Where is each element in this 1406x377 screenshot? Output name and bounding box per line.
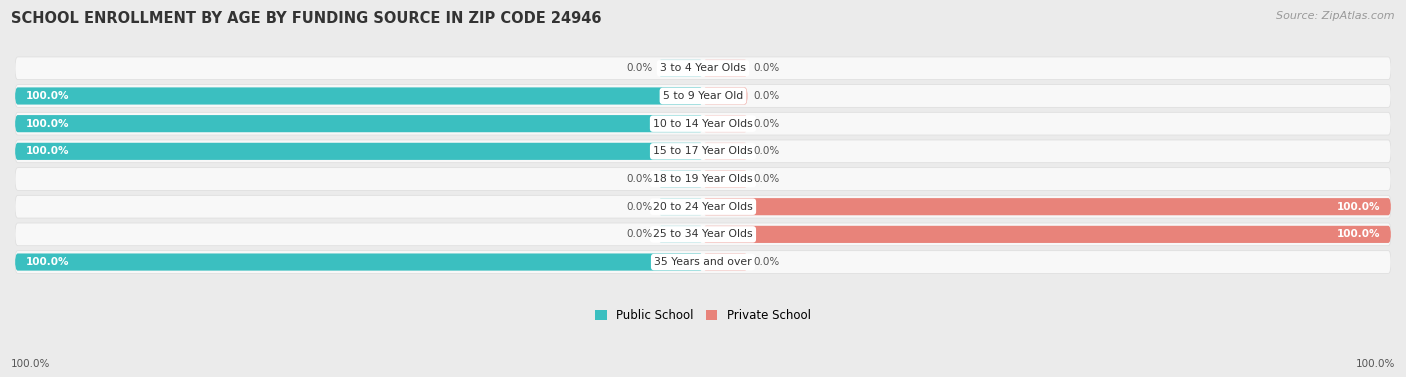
FancyBboxPatch shape — [15, 57, 1391, 80]
Text: 100.0%: 100.0% — [1355, 359, 1395, 369]
FancyBboxPatch shape — [15, 223, 1391, 246]
Text: 100.0%: 100.0% — [1337, 229, 1381, 239]
FancyBboxPatch shape — [658, 170, 703, 188]
Text: 100.0%: 100.0% — [25, 146, 69, 156]
Text: 0.0%: 0.0% — [754, 119, 779, 129]
Text: 18 to 19 Year Olds: 18 to 19 Year Olds — [654, 174, 752, 184]
Text: 100.0%: 100.0% — [25, 91, 69, 101]
Text: 0.0%: 0.0% — [754, 146, 779, 156]
Text: Source: ZipAtlas.com: Source: ZipAtlas.com — [1277, 11, 1395, 21]
Text: SCHOOL ENROLLMENT BY AGE BY FUNDING SOURCE IN ZIP CODE 24946: SCHOOL ENROLLMENT BY AGE BY FUNDING SOUR… — [11, 11, 602, 26]
Text: 25 to 34 Year Olds: 25 to 34 Year Olds — [654, 229, 752, 239]
Text: 100.0%: 100.0% — [11, 359, 51, 369]
Text: 0.0%: 0.0% — [627, 202, 652, 212]
FancyBboxPatch shape — [658, 198, 703, 215]
Text: 5 to 9 Year Old: 5 to 9 Year Old — [662, 91, 744, 101]
Text: 35 Years and over: 35 Years and over — [654, 257, 752, 267]
Text: 0.0%: 0.0% — [754, 91, 779, 101]
FancyBboxPatch shape — [15, 253, 703, 271]
Text: 10 to 14 Year Olds: 10 to 14 Year Olds — [654, 119, 752, 129]
Text: 100.0%: 100.0% — [25, 257, 69, 267]
FancyBboxPatch shape — [703, 198, 1391, 215]
FancyBboxPatch shape — [15, 140, 1391, 163]
Text: 100.0%: 100.0% — [1337, 202, 1381, 212]
FancyBboxPatch shape — [15, 143, 703, 160]
FancyBboxPatch shape — [15, 84, 1391, 107]
Text: 20 to 24 Year Olds: 20 to 24 Year Olds — [654, 202, 752, 212]
Legend: Public School, Private School: Public School, Private School — [591, 304, 815, 326]
FancyBboxPatch shape — [703, 60, 748, 77]
FancyBboxPatch shape — [15, 112, 1391, 135]
Text: 0.0%: 0.0% — [754, 174, 779, 184]
FancyBboxPatch shape — [15, 115, 703, 132]
FancyBboxPatch shape — [703, 143, 748, 160]
FancyBboxPatch shape — [703, 226, 1391, 243]
FancyBboxPatch shape — [15, 251, 1391, 273]
Text: 15 to 17 Year Olds: 15 to 17 Year Olds — [654, 146, 752, 156]
Text: 0.0%: 0.0% — [627, 229, 652, 239]
FancyBboxPatch shape — [703, 115, 748, 132]
Text: 100.0%: 100.0% — [25, 119, 69, 129]
Text: 0.0%: 0.0% — [627, 63, 652, 73]
FancyBboxPatch shape — [15, 168, 1391, 190]
FancyBboxPatch shape — [15, 87, 703, 104]
Text: 0.0%: 0.0% — [627, 174, 652, 184]
FancyBboxPatch shape — [703, 87, 748, 104]
Text: 0.0%: 0.0% — [754, 63, 779, 73]
Text: 3 to 4 Year Olds: 3 to 4 Year Olds — [659, 63, 747, 73]
Text: 0.0%: 0.0% — [754, 257, 779, 267]
FancyBboxPatch shape — [658, 60, 703, 77]
FancyBboxPatch shape — [703, 253, 748, 271]
FancyBboxPatch shape — [15, 195, 1391, 218]
FancyBboxPatch shape — [658, 226, 703, 243]
FancyBboxPatch shape — [703, 170, 748, 188]
